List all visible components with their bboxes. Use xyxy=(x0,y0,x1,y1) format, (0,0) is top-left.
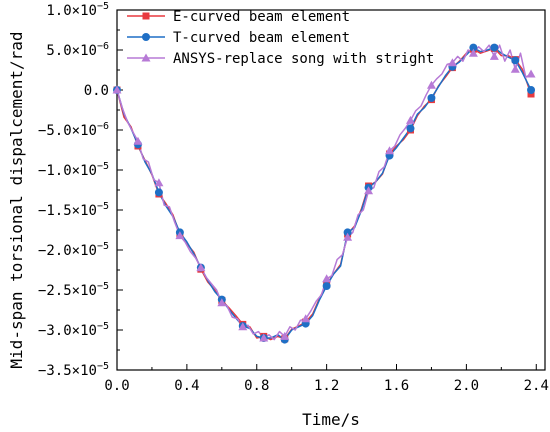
series-2-point xyxy=(133,136,143,145)
y-tick-exponent: −6 xyxy=(97,41,109,52)
y-tick-exponent: −5 xyxy=(97,1,109,12)
series-2-point xyxy=(385,146,395,155)
y-tick-mantissa: −1.0 xyxy=(38,163,72,179)
x-axis: 0.0 0.4 0.8 1.2 1.6 2.0 2.4 xyxy=(104,364,549,394)
y-tick-mantissa: −2.5 xyxy=(38,283,72,299)
series-2-point xyxy=(238,322,248,331)
series-2-point xyxy=(280,331,290,340)
legend-swatch-marker xyxy=(142,12,150,20)
series-1-point xyxy=(406,124,415,133)
series-2-point xyxy=(112,85,122,94)
y-tick-label: −3.5×10−5 xyxy=(38,361,109,379)
legend-swatch-marker xyxy=(142,33,150,41)
series-2-point xyxy=(447,58,457,67)
series-2-point xyxy=(510,64,520,73)
series-1-point xyxy=(527,86,536,94)
y-tick-times: ×10 xyxy=(72,123,97,139)
series-2-point xyxy=(526,69,536,78)
series-2-point xyxy=(343,232,353,241)
y-tick-times: ×10 xyxy=(72,363,97,379)
y-tick-exponent: −5 xyxy=(97,281,109,292)
series-2-point xyxy=(154,178,164,187)
series-2-point xyxy=(301,314,311,323)
series-1-point xyxy=(469,43,478,52)
y-tick-times: ×10 xyxy=(72,243,97,259)
y-tick-times: ×10 xyxy=(72,163,97,179)
y-tick-mantissa: −2.0 xyxy=(38,243,72,259)
series-markers xyxy=(112,43,536,344)
x-tick-label: 0.0 xyxy=(104,378,129,394)
y-tick-exponent: −5 xyxy=(97,361,109,372)
y-tick-exponent: −5 xyxy=(97,321,109,332)
y-tick-times: ×10 xyxy=(72,43,97,59)
series-line-2 xyxy=(116,44,532,341)
y-tick-times: ×10 xyxy=(72,323,97,339)
series-2-point xyxy=(259,333,269,342)
x-tick-label: 0.8 xyxy=(244,378,269,394)
y-tick-label: −3.0×10−5 xyxy=(38,321,109,339)
y-tick-exponent: −5 xyxy=(97,161,109,172)
legend-swatch-marker xyxy=(141,53,151,62)
y-tick-times: ×10 xyxy=(72,3,97,19)
y-axis-title: Mid-span torsional dispalcement/rad xyxy=(7,31,26,368)
x-axis-title: Time/s xyxy=(302,410,360,429)
legend: E-curved beam element T-curved beam eleme… xyxy=(127,9,434,67)
legend-label: E-curved beam element xyxy=(173,9,350,25)
y-tick-mantissa: −1.5 xyxy=(38,203,72,219)
series-2-point xyxy=(426,80,436,89)
y-tick-label: 1.0×10−5 xyxy=(46,1,109,19)
series-line-1 xyxy=(116,46,532,341)
y-tick-label: 5.0×10−6 xyxy=(46,41,109,59)
series-lines xyxy=(116,44,532,341)
series-2-point xyxy=(489,51,499,60)
y-tick-exponent: −5 xyxy=(97,241,109,252)
series-2-point xyxy=(468,48,478,57)
series-line-0 xyxy=(116,47,532,341)
y-tick-mantissa: 1.0 xyxy=(46,3,71,19)
legend-label: T-curved beam element xyxy=(173,30,350,46)
series-1-point xyxy=(343,228,352,237)
legend-label: ANSYS-replace song with stright xyxy=(173,51,434,67)
series-2-point xyxy=(322,274,332,283)
y-tick-label: −5.0×10−6 xyxy=(38,121,109,139)
y-tick-exponent: −6 xyxy=(97,121,109,132)
y-tick-mantissa: 0.0 xyxy=(84,83,109,99)
y-tick-mantissa: −5.0 xyxy=(38,123,72,139)
x-tick-label: 0.4 xyxy=(174,378,199,394)
y-tick-times: ×10 xyxy=(72,283,97,299)
x-tick-label: 1.6 xyxy=(384,378,409,394)
series-2-point xyxy=(217,298,227,307)
x-tick-label: 2.4 xyxy=(524,378,549,394)
series-1-point xyxy=(427,94,436,102)
series-2-point xyxy=(405,115,415,124)
series-1-point xyxy=(154,188,163,197)
series-2-point xyxy=(196,263,206,272)
y-tick-mantissa: 5.0 xyxy=(46,43,71,59)
plot-area: 0.0 0.4 0.8 1.2 1.6 2.0 2.4 1.0×10−55.0×10−60.… xyxy=(38,1,549,394)
y-tick-exponent: −5 xyxy=(97,201,109,212)
series-1-point xyxy=(511,56,520,65)
y-axis: 1.0×10−55.0×10−60.0−5.0×10−6−1.0×10−5−1.… xyxy=(38,1,123,379)
x-tick-label: 2.0 xyxy=(454,378,479,394)
y-tick-mantissa: −3.0 xyxy=(38,323,72,339)
y-tick-mantissa: −3.5 xyxy=(38,363,72,379)
y-tick-times: ×10 xyxy=(72,203,97,219)
x-tick-label: 1.2 xyxy=(314,378,339,394)
series-1-point xyxy=(490,43,499,52)
series-1-point xyxy=(322,282,331,290)
y-tick-label: −2.0×10−5 xyxy=(38,241,109,259)
y-tick-label: −1.5×10−5 xyxy=(38,201,109,219)
y-tick-label: −2.5×10−5 xyxy=(38,281,109,299)
series-2-point xyxy=(364,186,374,195)
y-tick-label: 0.0 xyxy=(84,83,109,99)
series-2-point xyxy=(175,231,185,240)
y-tick-label: −1.0×10−5 xyxy=(38,161,109,179)
